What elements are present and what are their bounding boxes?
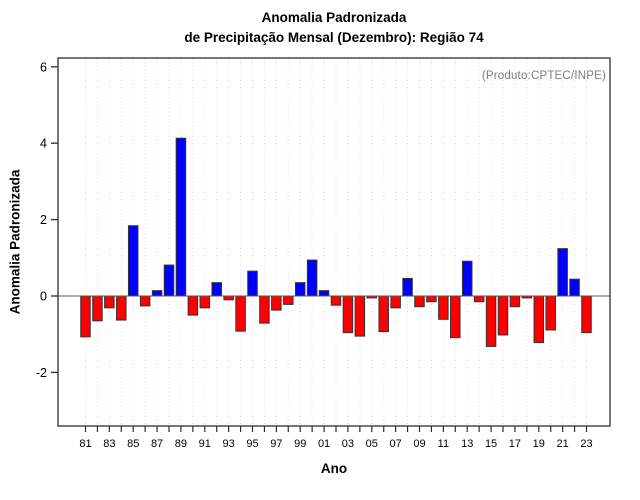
x-tick-label-11: 11 <box>438 438 449 450</box>
bar-92 <box>211 282 222 297</box>
bar-11 <box>438 295 449 320</box>
bar-04 <box>354 295 366 337</box>
x-tick-label-07: 07 <box>390 438 402 450</box>
bar-95 <box>247 270 258 297</box>
chart-title-line1: Anomalia Padronizada <box>261 10 407 25</box>
bar-03 <box>342 295 354 334</box>
bar-15 <box>485 295 497 347</box>
x-axis-title: Ano <box>320 461 348 476</box>
bar-93 <box>223 295 234 301</box>
chart-title-line2: de Precipitação Mensal (Dezembro): Regiã… <box>184 30 484 45</box>
chart-title: Anomalia Padronizada de Precipitação Men… <box>58 8 610 48</box>
y-tick-label-4: 4 <box>40 137 47 151</box>
x-tick-label-97: 97 <box>270 438 282 450</box>
bar-96 <box>259 295 270 324</box>
bar-13 <box>461 260 473 297</box>
bar-82 <box>92 295 103 322</box>
bar-85 <box>127 225 139 297</box>
bar-83 <box>104 295 115 309</box>
x-tick-label-81: 81 <box>79 438 91 450</box>
y-tick-label-2: 2 <box>40 213 47 227</box>
x-tick-label-01: 01 <box>318 438 330 450</box>
bar-17 <box>509 295 521 308</box>
bar-91 <box>199 295 211 309</box>
bar-88 <box>163 264 175 297</box>
x-tick-label-91: 91 <box>199 438 211 450</box>
bar-22 <box>569 278 580 297</box>
bar-21 <box>557 248 568 297</box>
bar-87 <box>151 290 163 297</box>
bar-99 <box>294 282 306 297</box>
y-tick-label--2: -2 <box>36 366 47 380</box>
source-annotation: (Produto:CPTEC/INPE) <box>481 70 606 82</box>
bar-94 <box>235 295 246 332</box>
bar-90 <box>187 295 199 316</box>
bar-07 <box>390 295 401 309</box>
x-tick-label-13: 13 <box>461 438 473 450</box>
x-tick-label-09: 09 <box>413 438 425 450</box>
x-tick-label-83: 83 <box>103 438 115 450</box>
bar-20 <box>545 295 556 331</box>
bar-84 <box>116 295 127 321</box>
x-tick-label-93: 93 <box>223 438 235 450</box>
bar-10 <box>426 295 437 303</box>
x-tick-label-03: 03 <box>342 438 354 450</box>
bar-00 <box>306 259 318 297</box>
bar-14 <box>473 295 485 303</box>
x-tick-label-05: 05 <box>366 438 378 450</box>
bar-19 <box>533 295 545 344</box>
x-tick-label-23: 23 <box>580 438 592 450</box>
plot-frame <box>57 57 611 427</box>
x-tick-label-85: 85 <box>127 438 139 450</box>
y-tick-label-6: 6 <box>40 60 47 74</box>
x-tick-label-95: 95 <box>246 438 258 450</box>
bar-97 <box>271 295 282 311</box>
bar-89 <box>175 137 187 297</box>
bar-08 <box>402 277 413 297</box>
x-tick-label-21: 21 <box>557 438 569 450</box>
bar-12 <box>450 295 461 339</box>
bar-98 <box>283 295 294 305</box>
bar-86 <box>139 295 151 307</box>
bar-23 <box>581 295 592 334</box>
x-tick-label-87: 87 <box>151 438 163 450</box>
bar-16 <box>497 295 509 336</box>
x-tick-label-15: 15 <box>485 438 497 450</box>
y-axis-title: Anomalia Padronizada <box>7 169 23 315</box>
bar-01 <box>318 290 330 297</box>
bar-81 <box>80 295 91 338</box>
x-tick-label-89: 89 <box>175 438 187 450</box>
bar-06 <box>378 295 389 333</box>
x-tick-label-17: 17 <box>509 438 521 450</box>
x-tick-label-19: 19 <box>533 438 545 450</box>
bar-09 <box>414 295 425 308</box>
bar-02 <box>330 295 342 306</box>
y-tick-label-0: 0 <box>40 290 47 304</box>
x-tick-label-99: 99 <box>294 438 306 450</box>
